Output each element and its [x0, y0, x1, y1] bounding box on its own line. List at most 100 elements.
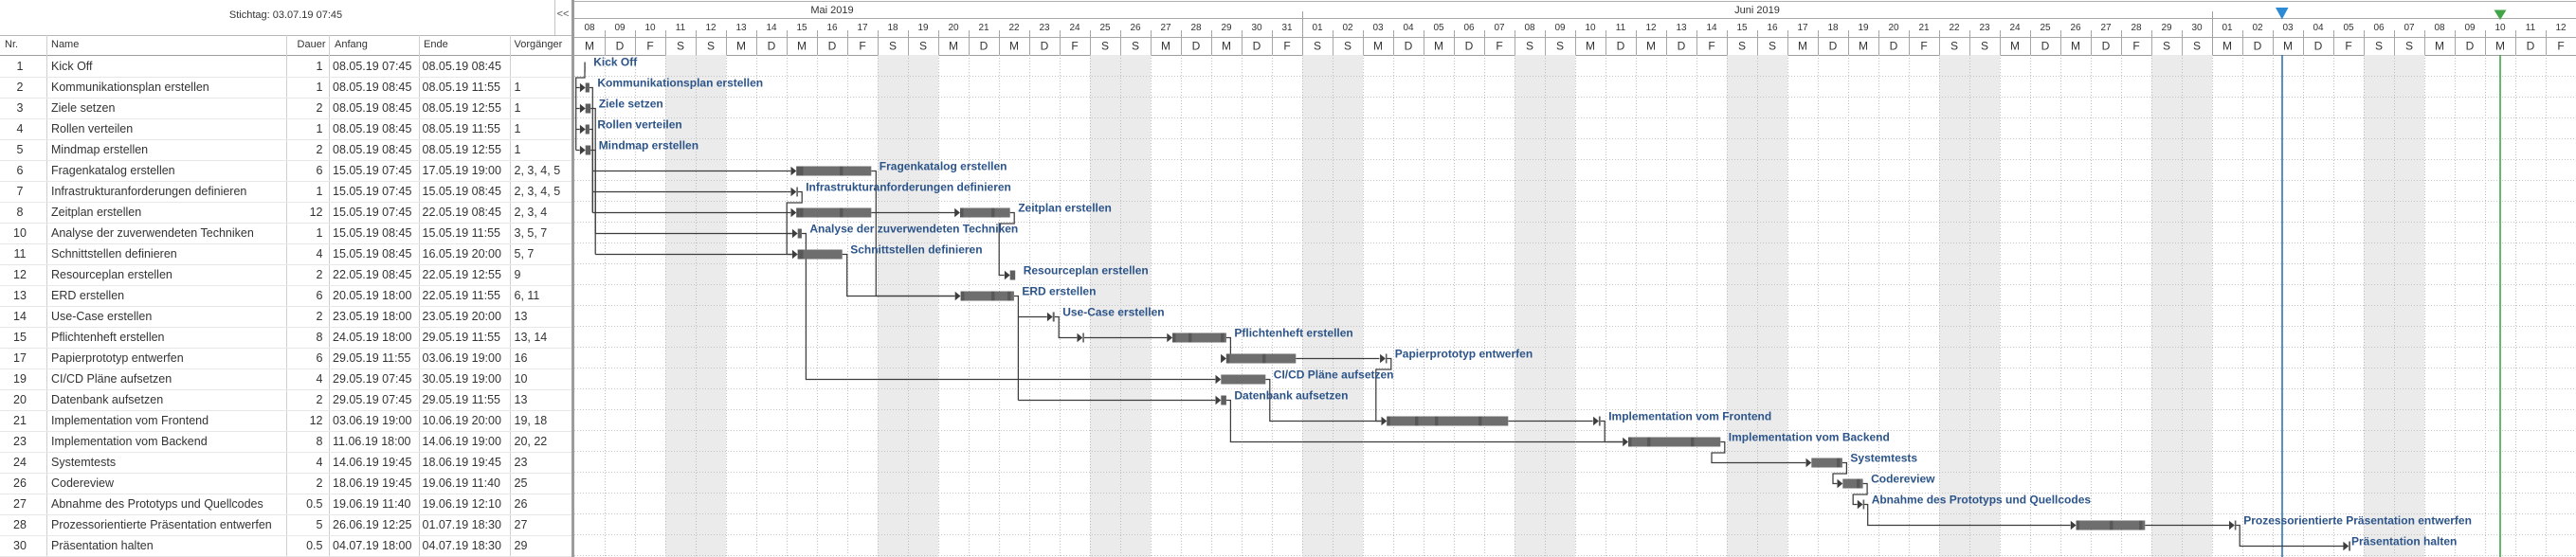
svg-text:02: 02 — [1342, 23, 1353, 33]
svg-text:16: 16 — [826, 23, 838, 33]
svg-text:F: F — [1920, 40, 1927, 53]
svg-text:D: D — [1890, 40, 1898, 53]
svg-text:Use-Case erstellen: Use-Case erstellen — [1062, 306, 1164, 319]
svg-text:28: 28 — [2131, 23, 2142, 33]
svg-text:08: 08 — [584, 23, 595, 33]
svg-text:M: M — [2010, 40, 2020, 53]
svg-text:Analyse der zuverwendeten Tech: Analyse der zuverwendeten Techniken — [809, 223, 1018, 236]
svg-text:D: D — [1192, 40, 1201, 53]
svg-text:01: 01 — [2222, 23, 2233, 33]
svg-text:24: 24 — [1069, 23, 1080, 33]
svg-text:20: 20 — [1888, 23, 1899, 33]
svg-text:Prozessorientierte Präsentatio: Prozessorientierte Präsentation entwerfe… — [2243, 514, 2472, 528]
svg-text:M: M — [2495, 40, 2505, 53]
svg-text:D: D — [2527, 40, 2535, 53]
svg-text:08: 08 — [2434, 23, 2445, 33]
svg-text:09: 09 — [1554, 23, 1566, 33]
svg-text:18: 18 — [1827, 23, 1839, 33]
svg-text:D: D — [1829, 40, 1838, 53]
svg-text:17: 17 — [857, 23, 868, 33]
svg-text:28: 28 — [1190, 23, 1202, 33]
svg-text:09: 09 — [2464, 23, 2476, 33]
svg-text:Systemtests: Systemtests — [1850, 452, 1917, 465]
svg-text:10: 10 — [1585, 23, 1596, 33]
svg-text:Rollen verteilen: Rollen verteilen — [597, 118, 681, 132]
svg-text:07: 07 — [1494, 23, 1505, 33]
svg-text:M: M — [585, 40, 594, 53]
svg-text:12: 12 — [705, 23, 717, 33]
svg-text:02: 02 — [2252, 23, 2263, 33]
svg-text:M: M — [1646, 40, 1656, 53]
svg-text:25: 25 — [1099, 23, 1111, 33]
svg-text:F: F — [2132, 40, 2139, 53]
svg-text:26: 26 — [1130, 23, 1141, 33]
svg-text:M: M — [1009, 40, 1019, 53]
svg-text:F: F — [1708, 40, 1714, 53]
svg-text:D: D — [1465, 40, 1474, 53]
svg-text:F: F — [1283, 40, 1290, 53]
svg-text:D: D — [1253, 40, 1261, 53]
svg-text:M: M — [1373, 40, 1383, 53]
svg-text:M: M — [1161, 40, 1170, 53]
svg-text:F: F — [859, 40, 865, 53]
svg-text:09: 09 — [614, 23, 626, 33]
svg-text:21: 21 — [978, 23, 989, 33]
svg-text:29: 29 — [2161, 23, 2172, 33]
svg-text:Papierprototyp entwerfen: Papierprototyp entwerfen — [1395, 348, 1533, 361]
svg-text:19: 19 — [1858, 23, 1869, 33]
svg-text:ERD erstellen: ERD erstellen — [1022, 285, 1096, 298]
svg-text:M: M — [736, 40, 746, 53]
svg-text:27: 27 — [2100, 23, 2112, 33]
svg-text:10: 10 — [2494, 23, 2506, 33]
svg-text:Datenbank aufsetzen: Datenbank aufsetzen — [1234, 389, 1348, 403]
svg-text:S: S — [2375, 40, 2383, 53]
svg-text:Mindmap erstellen: Mindmap erstellen — [599, 139, 698, 153]
svg-text:M: M — [1434, 40, 1443, 53]
svg-text:29: 29 — [1221, 23, 1232, 33]
svg-text:Zeitplan erstellen: Zeitplan erstellen — [1018, 202, 1112, 215]
svg-text:S: S — [2405, 40, 2413, 53]
svg-text:S: S — [1556, 40, 1564, 53]
svg-text:Kommunikationsplan erstellen: Kommunikationsplan erstellen — [597, 77, 763, 90]
svg-text:D: D — [2041, 40, 2050, 53]
svg-text:Präsentation halten: Präsentation halten — [2351, 535, 2457, 548]
svg-text:Pflichtenheft erstellen: Pflichtenheft erstellen — [1234, 327, 1352, 340]
svg-text:F: F — [1496, 40, 1502, 53]
svg-text:F: F — [1071, 40, 1078, 53]
svg-text:S: S — [1526, 40, 1533, 53]
svg-text:14: 14 — [766, 23, 777, 33]
svg-text:06: 06 — [1463, 23, 1475, 33]
svg-text:11: 11 — [2526, 23, 2536, 33]
svg-text:Codereview: Codereview — [1871, 473, 1935, 486]
svg-text:Infrastrukturanforderungen def: Infrastrukturanforderungen definieren — [806, 181, 1011, 194]
svg-text:M: M — [1586, 40, 1595, 53]
svg-text:CI/CD Pläne aufsetzen: CI/CD Pläne aufsetzen — [1274, 368, 1394, 382]
svg-text:Fragenkatalog erstellen: Fragenkatalog erstellen — [880, 160, 1007, 173]
svg-text:20: 20 — [948, 23, 959, 33]
svg-text:Resourceplan erstellen: Resourceplan erstellen — [1024, 264, 1149, 278]
svg-text:D: D — [980, 40, 989, 53]
svg-text:S: S — [889, 40, 897, 53]
svg-text:S: S — [1981, 40, 1988, 53]
svg-text:D: D — [1405, 40, 1413, 53]
svg-text:30: 30 — [2191, 23, 2203, 33]
svg-text:27: 27 — [1160, 23, 1171, 33]
svg-text:S: S — [1344, 40, 1351, 53]
svg-text:16: 16 — [1767, 23, 1778, 33]
svg-text:26: 26 — [2070, 23, 2081, 33]
svg-text:M: M — [1798, 40, 1807, 53]
svg-text:D: D — [1617, 40, 1625, 53]
svg-text:S: S — [1101, 40, 1109, 53]
svg-text:M: M — [949, 40, 958, 53]
svg-text:F: F — [2345, 40, 2351, 53]
svg-text:01: 01 — [1312, 23, 1323, 33]
svg-text:05: 05 — [1433, 23, 1444, 33]
svg-text:22: 22 — [1008, 23, 1020, 33]
svg-text:12: 12 — [1645, 23, 1657, 33]
svg-text:Mai 2019: Mai 2019 — [810, 5, 853, 16]
svg-text:M: M — [2435, 40, 2444, 53]
svg-text:03: 03 — [2282, 23, 2294, 33]
svg-text:15: 15 — [1736, 23, 1748, 33]
svg-text:25: 25 — [2040, 23, 2051, 33]
svg-text:S: S — [2193, 40, 2201, 53]
